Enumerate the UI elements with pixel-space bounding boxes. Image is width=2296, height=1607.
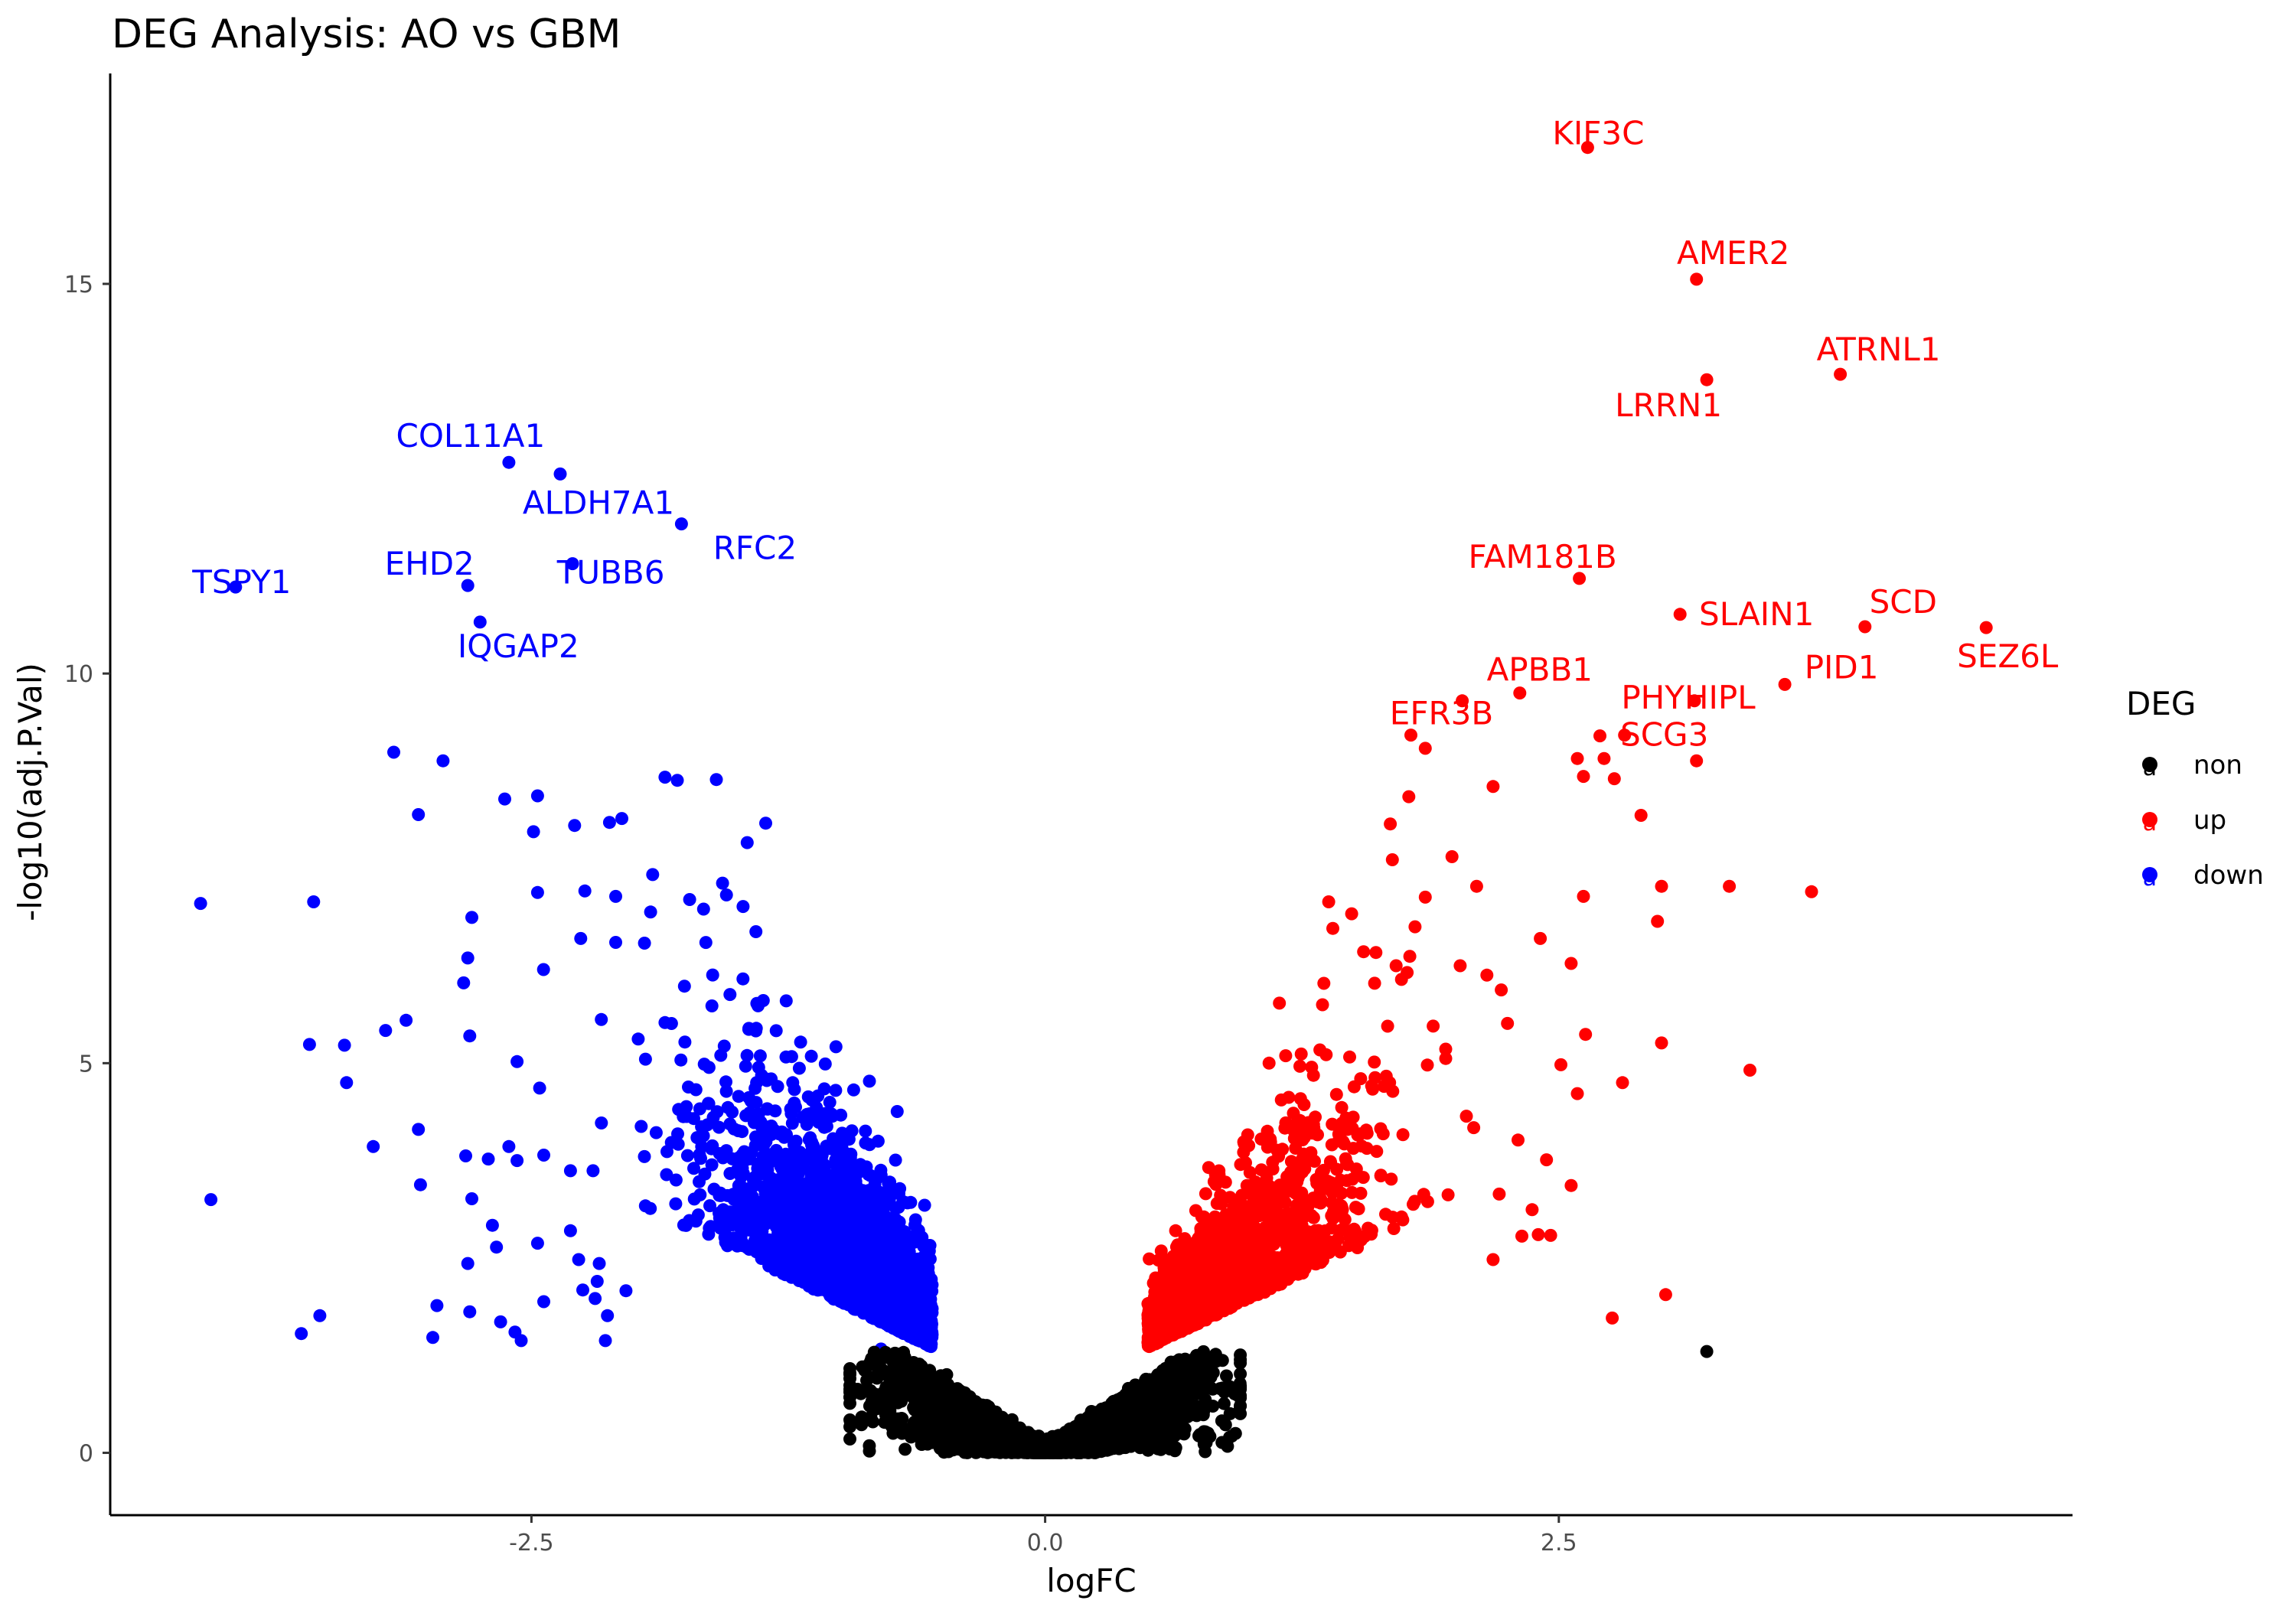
chart-title: DEG Analysis: AO vs GBM	[112, 11, 621, 57]
point-non	[1206, 1382, 1220, 1396]
point-non	[1223, 1430, 1237, 1444]
non-points	[843, 1342, 1247, 1459]
points-layer	[194, 141, 1993, 1459]
point-non	[1234, 1367, 1247, 1380]
point-non	[899, 1442, 912, 1456]
point-non	[868, 1387, 882, 1401]
point-non	[1218, 1418, 1232, 1432]
point-non	[1217, 1397, 1231, 1410]
point-non	[1220, 1369, 1233, 1383]
point-non	[1154, 1442, 1168, 1456]
point-non	[897, 1345, 911, 1359]
point-non	[843, 1362, 856, 1375]
point-non	[843, 1433, 856, 1446]
point-non	[1191, 1387, 1205, 1400]
